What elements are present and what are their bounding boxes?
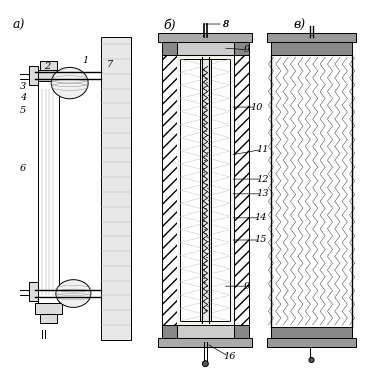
- Bar: [271, 33, 352, 55]
- Text: 8: 8: [223, 20, 229, 28]
- Text: 13: 13: [256, 189, 269, 199]
- Text: 9: 9: [243, 45, 250, 55]
- Bar: [162, 325, 249, 347]
- Bar: [40, 61, 57, 70]
- Text: 10: 10: [251, 103, 263, 112]
- Bar: [29, 66, 38, 85]
- Text: 5: 5: [20, 106, 26, 115]
- Bar: [101, 37, 131, 340]
- Ellipse shape: [56, 280, 91, 307]
- Bar: [267, 33, 356, 43]
- Text: в): в): [293, 18, 305, 31]
- Text: 12: 12: [256, 175, 269, 184]
- Text: 3: 3: [20, 82, 26, 91]
- Bar: [158, 33, 253, 43]
- Text: 9: 9: [243, 281, 250, 291]
- Text: а): а): [13, 18, 25, 31]
- Bar: [180, 59, 230, 321]
- Bar: [38, 81, 59, 303]
- Bar: [267, 338, 356, 347]
- Bar: [177, 39, 234, 55]
- Bar: [271, 55, 352, 327]
- Bar: [162, 33, 249, 55]
- Bar: [162, 41, 177, 340]
- Text: 1: 1: [83, 56, 89, 65]
- Text: 7: 7: [107, 60, 113, 69]
- Bar: [35, 70, 62, 81]
- Text: 4: 4: [20, 93, 26, 103]
- Text: б): б): [164, 18, 176, 31]
- Ellipse shape: [51, 67, 88, 99]
- Text: 11: 11: [256, 145, 269, 154]
- Text: 2: 2: [44, 62, 50, 71]
- Bar: [234, 41, 249, 340]
- Bar: [35, 303, 62, 314]
- Bar: [29, 283, 38, 301]
- Text: 6: 6: [20, 164, 26, 172]
- Bar: [158, 338, 253, 347]
- Bar: [40, 314, 57, 323]
- Text: 15: 15: [254, 235, 267, 245]
- Circle shape: [202, 361, 208, 367]
- Text: 8: 8: [223, 20, 229, 28]
- Bar: [177, 325, 234, 341]
- Text: 16: 16: [223, 352, 235, 361]
- Circle shape: [309, 358, 314, 362]
- Bar: [200, 59, 211, 321]
- Text: 14: 14: [254, 214, 267, 222]
- Bar: [177, 55, 234, 325]
- Bar: [271, 327, 352, 347]
